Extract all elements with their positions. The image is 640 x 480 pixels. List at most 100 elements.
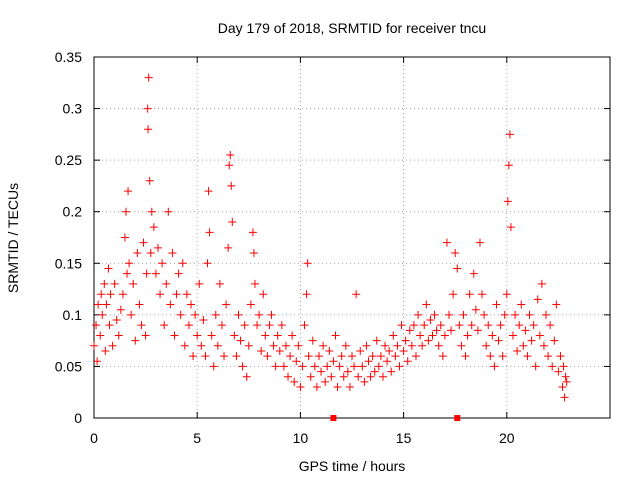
x-tick-label: 5 xyxy=(193,430,201,446)
data-point xyxy=(399,346,408,355)
data-point xyxy=(98,310,107,319)
data-point xyxy=(250,279,259,288)
data-point xyxy=(162,279,171,288)
data-point xyxy=(508,331,517,340)
data-point xyxy=(339,372,348,381)
data-point xyxy=(149,223,158,232)
data-point xyxy=(306,372,315,381)
data-point xyxy=(257,346,266,355)
data-point xyxy=(294,341,303,350)
data-point xyxy=(317,367,326,376)
data-point xyxy=(116,305,125,314)
data-point xyxy=(426,316,435,325)
data-point xyxy=(531,362,540,371)
data-point xyxy=(253,321,262,330)
data-point xyxy=(314,352,323,361)
data-point xyxy=(131,336,140,345)
data-point xyxy=(123,269,132,278)
y-tick-label: 0.1 xyxy=(63,307,83,323)
data-point xyxy=(411,352,420,361)
data-point xyxy=(108,341,117,350)
data-point xyxy=(263,352,272,361)
data-point xyxy=(248,228,257,237)
data-point xyxy=(217,321,226,330)
data-point xyxy=(505,130,514,139)
baseline-mark xyxy=(330,415,337,421)
data-point xyxy=(397,321,406,330)
data-point xyxy=(562,377,571,386)
data-point xyxy=(114,331,123,340)
data-point xyxy=(220,352,229,361)
data-point xyxy=(112,316,121,325)
data-point xyxy=(376,352,385,361)
data-point xyxy=(364,357,373,366)
data-point xyxy=(383,357,392,366)
data-point xyxy=(488,331,497,340)
data-point xyxy=(300,321,309,330)
data-point xyxy=(176,310,185,319)
x-tick-label: 20 xyxy=(499,430,515,446)
data-point xyxy=(249,248,258,257)
data-point xyxy=(484,321,493,330)
data-point xyxy=(333,383,342,392)
data-point xyxy=(500,310,509,319)
data-point xyxy=(537,279,546,288)
data-point xyxy=(288,331,297,340)
data-point xyxy=(368,352,377,361)
data-point xyxy=(490,362,499,371)
data-point xyxy=(552,300,561,309)
data-point xyxy=(227,181,236,190)
data-point xyxy=(535,331,544,340)
data-point xyxy=(120,233,129,242)
data-point xyxy=(335,362,344,371)
data-point xyxy=(471,305,480,314)
data-point xyxy=(319,341,328,350)
data-point xyxy=(463,331,472,340)
data-point xyxy=(409,321,418,330)
data-point xyxy=(197,341,206,350)
data-point xyxy=(447,326,456,335)
data-point xyxy=(473,326,482,335)
data-point xyxy=(184,321,193,330)
data-point xyxy=(496,321,505,330)
data-point xyxy=(144,73,153,82)
data-point xyxy=(211,310,220,319)
data-point xyxy=(101,346,110,355)
data-point xyxy=(422,300,431,309)
data-point xyxy=(544,352,553,361)
data-point xyxy=(124,187,133,196)
data-point xyxy=(442,238,451,247)
data-point xyxy=(182,290,191,299)
data-point xyxy=(261,331,270,340)
data-point xyxy=(147,207,156,216)
data-point xyxy=(329,357,338,366)
chart-title: Day 179 of 2018, SRMTID for receiver tnc… xyxy=(218,20,486,36)
data-point xyxy=(240,321,249,330)
data-point xyxy=(455,321,464,330)
data-point xyxy=(503,197,512,206)
data-point xyxy=(401,336,410,345)
data-point xyxy=(199,316,208,325)
data-point xyxy=(129,279,138,288)
data-point xyxy=(559,362,568,371)
data-point xyxy=(242,372,251,381)
data-point xyxy=(308,336,317,345)
data-point xyxy=(457,341,466,350)
data-point xyxy=(168,248,177,257)
data-point xyxy=(312,383,321,392)
data-point xyxy=(271,362,280,371)
data-point xyxy=(238,362,247,371)
data-point xyxy=(225,161,234,170)
data-point xyxy=(521,326,530,335)
data-point xyxy=(517,300,526,309)
data-point xyxy=(178,259,187,268)
data-point xyxy=(153,243,162,252)
data-point xyxy=(269,341,278,350)
data-point xyxy=(381,341,390,350)
data-point xyxy=(504,161,513,170)
data-point xyxy=(352,290,361,299)
data-point xyxy=(275,346,284,355)
data-point xyxy=(139,238,148,247)
y-tick-label: 0.2 xyxy=(63,204,83,220)
